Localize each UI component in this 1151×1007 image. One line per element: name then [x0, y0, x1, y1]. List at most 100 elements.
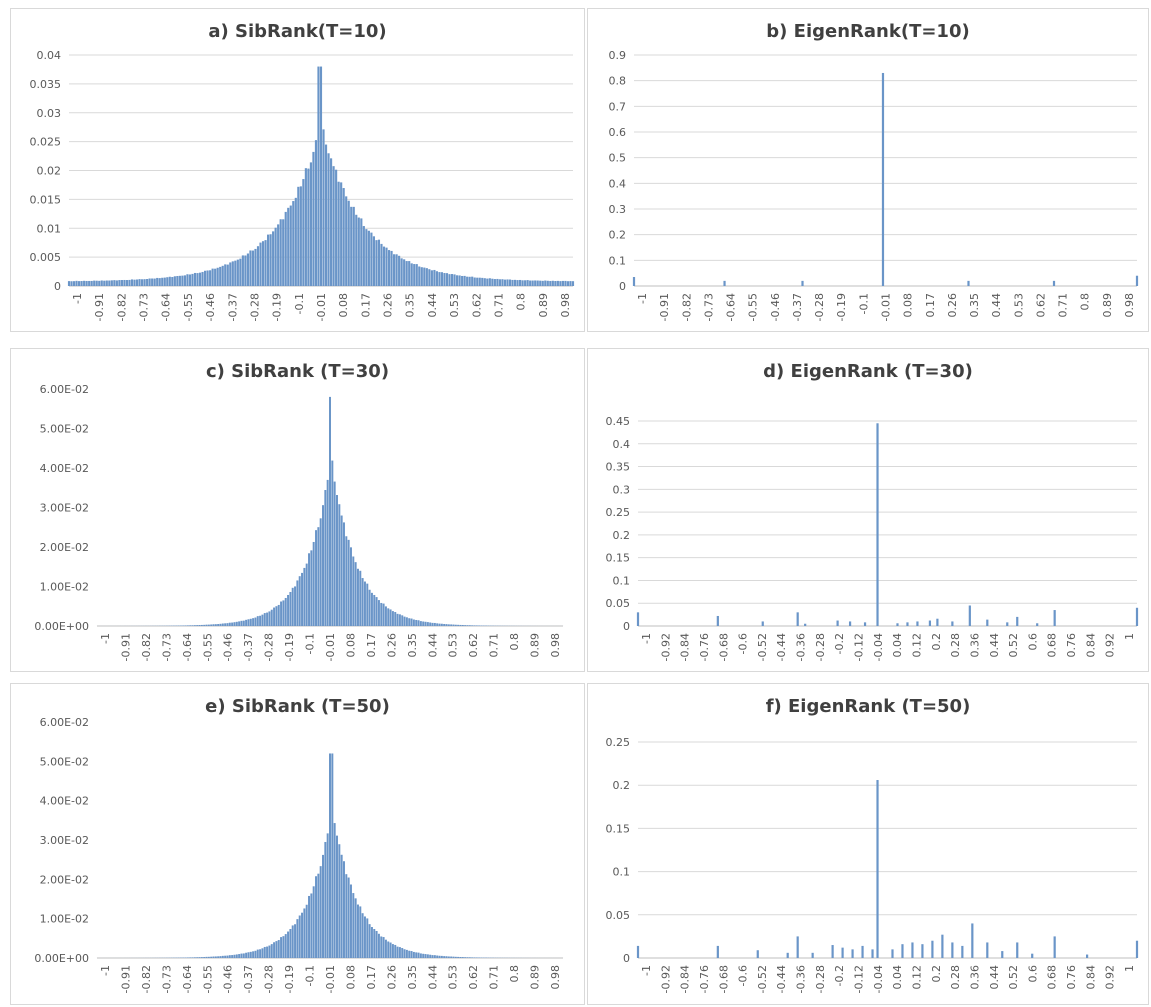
bar [352, 206, 355, 286]
bar [156, 277, 159, 286]
bar [571, 281, 575, 286]
bar [277, 224, 280, 286]
bar [345, 196, 348, 286]
bar [410, 951, 413, 958]
bar [419, 953, 422, 958]
bar [85, 280, 88, 286]
x-tick-label: -0.19 [283, 965, 296, 993]
x-tick-label: -0.1 [857, 293, 870, 314]
bar [536, 280, 539, 286]
bar [347, 877, 350, 958]
x-tick-label: 0.89 [537, 293, 550, 318]
bar [458, 275, 461, 286]
x-tick-label: -0.28 [814, 633, 827, 661]
x-tick-label: -0.91 [658, 293, 671, 321]
y-tick-label: 6.00E-02 [40, 383, 89, 396]
x-tick-label: -1 [640, 633, 653, 644]
x-tick-label: 0.44 [426, 965, 439, 990]
bar [496, 278, 499, 286]
bar [436, 623, 439, 626]
bar [357, 217, 360, 286]
y-tick-label: 1.00E-02 [40, 913, 89, 926]
bar [513, 279, 517, 286]
bar [716, 615, 719, 626]
bar [382, 246, 386, 286]
bar [163, 277, 166, 286]
y-tick-label: 0 [623, 620, 630, 633]
bar [282, 600, 285, 626]
bar [90, 280, 93, 286]
bar [196, 625, 199, 626]
bar [319, 66, 323, 286]
x-tick-label: 0.28 [949, 633, 962, 658]
bar [450, 624, 453, 626]
bar [1031, 953, 1034, 958]
bar [423, 267, 426, 286]
x-tick-label: -0.19 [835, 293, 848, 321]
x-tick-label: -0.46 [204, 293, 217, 321]
bar [368, 924, 371, 958]
x-tick-label: -0.2 [833, 965, 846, 986]
bar [429, 622, 432, 626]
x-tick-label: -0.84 [679, 965, 692, 993]
bar [280, 601, 283, 626]
bar [445, 624, 448, 626]
bar [481, 277, 484, 286]
bar [138, 279, 141, 286]
bar [254, 248, 257, 286]
bar [78, 281, 81, 286]
x-tick-label: -0.91 [93, 293, 106, 321]
bar [430, 270, 433, 286]
x-tick-label: 0.35 [968, 293, 981, 318]
bar [151, 278, 154, 286]
bar [561, 280, 564, 286]
chart-svg: 0 0.1 0.2 0.3 0.4 0.5 0.6 0.7 0.8 0.9 -1 -0.91 -0.82… [609, 49, 1139, 321]
bar [219, 623, 222, 626]
y-tick-label: 0.025 [30, 136, 62, 149]
x-tick-label: -0.2 [833, 633, 846, 654]
bar [559, 281, 562, 286]
x-tick-label: -0.44 [775, 965, 788, 993]
chart-title: e) SibRank (T=50) [205, 696, 390, 717]
y-tick-label: 0.00E+00 [34, 620, 89, 633]
x-tick-label: -0.01 [324, 965, 337, 993]
bar [314, 140, 318, 286]
bar [331, 753, 334, 958]
x-tick-label: -0.1 [293, 293, 306, 314]
bar [475, 625, 478, 626]
bar [461, 275, 464, 286]
bar [387, 250, 391, 286]
bar [881, 72, 885, 286]
bar [461, 624, 464, 626]
bar [468, 625, 471, 626]
bar [541, 280, 544, 286]
x-tick-label: -0.76 [698, 633, 711, 661]
x-tick-label: -0.64 [160, 293, 173, 321]
bar [302, 179, 305, 286]
bar [342, 188, 345, 286]
bar [236, 259, 239, 286]
bar [554, 281, 557, 286]
bar [440, 272, 444, 286]
x-tick-label: 0.35 [406, 965, 419, 990]
bar [398, 255, 401, 286]
bar [524, 280, 527, 286]
x-tick-label: 0.89 [529, 633, 542, 658]
bar [506, 279, 509, 286]
bar [370, 592, 373, 626]
y-tick-label: 0.9 [609, 49, 627, 62]
bar [871, 949, 874, 958]
bar [403, 949, 406, 958]
bar [544, 280, 547, 286]
bar [305, 904, 308, 958]
bar [986, 942, 989, 958]
bar [238, 954, 241, 958]
chart-title: c) SibRank (T=30) [205, 361, 390, 382]
bar [891, 949, 894, 958]
y-tick-label: 0.015 [30, 193, 62, 206]
bar [363, 581, 366, 626]
x-tick-label: -0.44 [775, 633, 788, 661]
bar [153, 278, 156, 286]
y-tick-label: 0 [54, 280, 61, 293]
bar [282, 936, 285, 958]
